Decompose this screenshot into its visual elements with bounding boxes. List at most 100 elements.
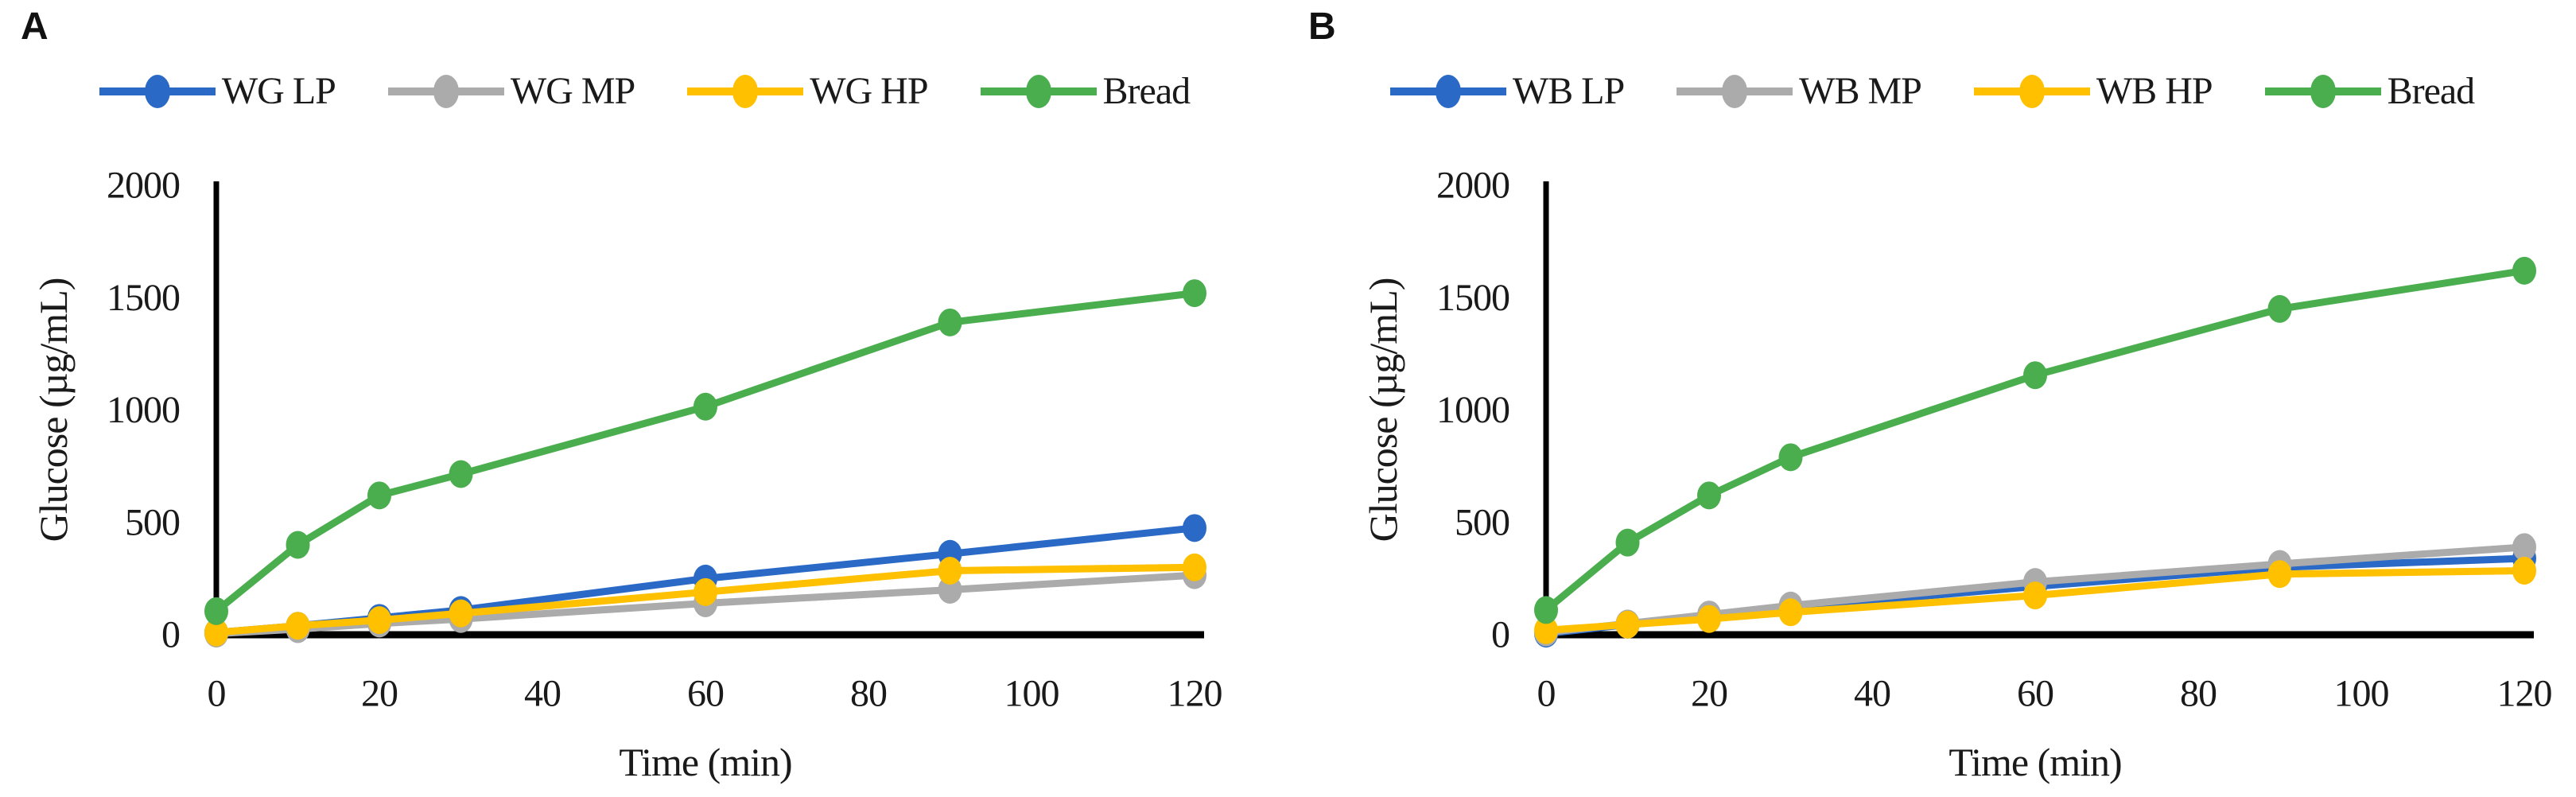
y-tick-label: 1000 <box>107 389 180 431</box>
legend-label: WG MP <box>510 70 635 112</box>
legend-label: Bread <box>2387 70 2476 112</box>
legend-dot <box>1722 75 1748 108</box>
legend-marker-icon <box>2264 75 2381 108</box>
data-point <box>2512 556 2536 585</box>
data-point <box>1697 481 1721 510</box>
data-point <box>367 481 391 510</box>
legend-marker-icon <box>687 75 804 108</box>
data-point <box>204 618 228 647</box>
legend-dot <box>144 75 170 108</box>
data-point <box>2267 560 2292 589</box>
x-tick-label: 0 <box>1537 673 1556 715</box>
y-tick-label: 1000 <box>1436 389 1509 431</box>
legend-marker-icon <box>1973 75 2090 108</box>
data-point <box>2512 256 2536 285</box>
x-tick-label: 20 <box>1691 673 1727 715</box>
panel-a-letter: A <box>21 6 49 48</box>
y-axis-title: Glucose (µg/mL) <box>1361 278 1405 542</box>
legend-marker-icon <box>99 75 216 108</box>
legend-item-wg-hp: WG HP <box>686 68 929 115</box>
x-tick-label: 100 <box>2334 673 2389 715</box>
legend-item-wb-lp: WB LP <box>1389 68 1625 115</box>
legend-marker-icon <box>1677 75 1793 108</box>
series-bread <box>1534 256 2536 624</box>
legend-marker-icon <box>1389 75 1506 108</box>
data-point <box>938 556 962 585</box>
legend-item-bread: Bread <box>2263 68 2475 115</box>
series-wb-hp <box>1534 556 2536 644</box>
data-point <box>449 599 473 628</box>
legend-item-wb-hp: WB HP <box>1972 68 2213 115</box>
y-tick-label: 2000 <box>1436 165 1509 207</box>
data-point <box>286 531 310 559</box>
x-tick-label: 120 <box>2497 673 2552 715</box>
panel-b-chart: 0 500 1000 1500 2000 0 20 40 60 80 100 120 Glucose (… <box>1361 165 2553 785</box>
y-tick-label: 2000 <box>107 165 180 207</box>
x-tick-label: 80 <box>2180 673 2217 715</box>
y-tick-label: 1500 <box>107 277 180 319</box>
data-point <box>367 606 391 635</box>
legend-dot <box>732 75 759 108</box>
x-tick-label: 60 <box>687 673 724 715</box>
legend-label: WB HP <box>2096 70 2213 112</box>
legend-label: Bread <box>1102 70 1191 112</box>
legend-label: WB MP <box>1799 70 1922 112</box>
data-point <box>938 308 962 336</box>
panel-a-chart: 0 500 1000 1500 2000 0 20 40 60 80 100 120 Glucose (… <box>31 165 1223 785</box>
y-tick-label: 0 <box>1491 614 1509 656</box>
x-tick-label: 0 <box>208 673 226 715</box>
series-bread-line <box>212 290 1199 615</box>
legend-label: WB LP <box>1512 70 1625 112</box>
data-point <box>694 577 717 606</box>
legend-label: WG LP <box>221 70 336 112</box>
data-point <box>1534 596 1558 624</box>
data-point <box>2023 581 2047 610</box>
legend-item-wg-lp: WG LP <box>98 68 336 115</box>
panel-a: A WG LP WG MP WG HP Bread 0 500 1000 1500 2000 0… <box>0 6 1288 785</box>
y-tick-label: 0 <box>161 614 180 656</box>
legend-marker-icon <box>387 75 504 108</box>
data-point <box>449 460 473 488</box>
panel-b-legend: WB LP WB MP WB HP Bread <box>1288 68 2575 115</box>
data-point <box>1183 279 1206 308</box>
x-axis-title: Time (min) <box>1949 740 2121 784</box>
x-tick-label: 20 <box>361 673 398 715</box>
data-point <box>1183 514 1206 542</box>
y-axis-title: Glucose (µg/mL) <box>31 278 76 542</box>
x-tick-label: 40 <box>1854 673 1890 715</box>
y-tick-label: 500 <box>125 501 180 543</box>
legend-marker-icon <box>980 75 1097 108</box>
legend-dot <box>1025 75 1051 108</box>
data-point <box>2267 294 2292 323</box>
data-point <box>694 392 717 421</box>
x-tick-label: 120 <box>1168 673 1222 715</box>
data-point <box>1778 443 1803 472</box>
legend-dot <box>2310 75 2336 108</box>
series-bread <box>204 279 1206 625</box>
data-point <box>1615 528 1640 557</box>
data-point <box>204 597 228 625</box>
panel-b: B WB LP WB MP WB HP Bread 0 500 1000 1500 2000 0… <box>1288 0 2575 797</box>
x-tick-label: 60 <box>2017 673 2053 715</box>
data-point <box>2512 533 2536 562</box>
y-tick-label: 500 <box>1455 501 1509 543</box>
data-point <box>1615 610 1640 639</box>
legend-item-bread: Bread <box>979 68 1191 115</box>
series-wg-hp <box>204 553 1206 647</box>
data-point <box>1183 553 1206 581</box>
legend-dot <box>2018 75 2045 108</box>
data-point <box>1697 605 1721 633</box>
legend-item-wb-mp: WB MP <box>1675 68 1922 115</box>
legend-dot <box>433 75 459 108</box>
data-point <box>1534 616 1558 644</box>
data-point <box>1778 598 1803 627</box>
x-tick-label: 100 <box>1004 673 1059 715</box>
panel-a-legend: WG LP WG MP WG HP Bread <box>0 68 1288 115</box>
legend-item-wg-mp: WG MP <box>387 68 635 115</box>
y-tick-label: 1500 <box>1436 277 1509 319</box>
data-point <box>2023 361 2047 390</box>
legend-dot <box>1435 75 1461 108</box>
panel-b-letter: B <box>1308 6 1336 48</box>
x-axis-title: Time (min) <box>619 740 791 784</box>
